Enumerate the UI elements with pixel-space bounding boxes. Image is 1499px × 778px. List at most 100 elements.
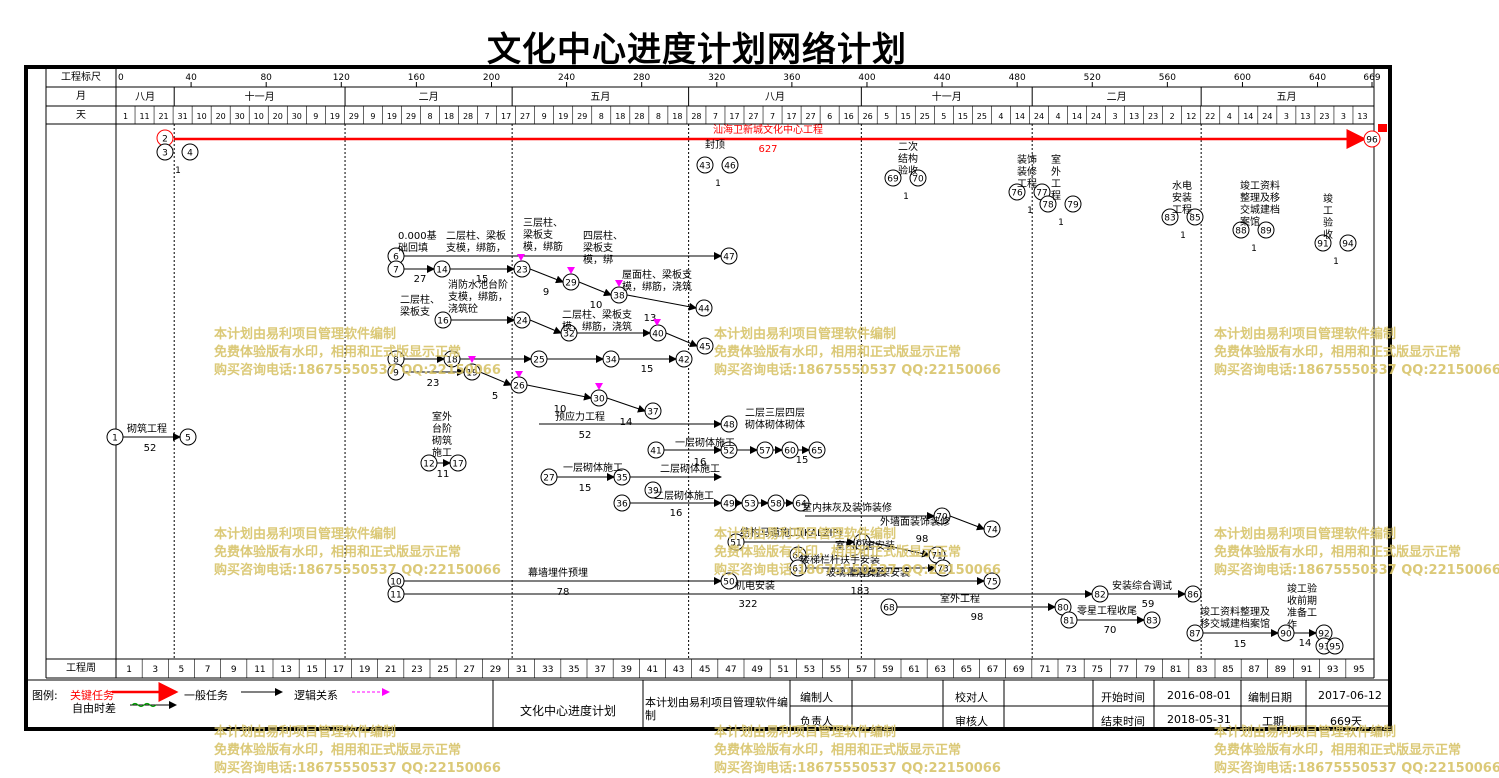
task-label: 一层砌体施工 [563, 461, 623, 474]
task-label: 机电安装 [735, 579, 775, 592]
event-node-number: 93 [1318, 643, 1329, 653]
week-label: 65 [961, 665, 972, 675]
checker-label: 校对人 [955, 691, 988, 704]
week-label: 49 [751, 665, 763, 675]
month-label: 十一月 [932, 90, 962, 103]
week-label: 93 [1327, 665, 1338, 675]
event-node-number: 39 [647, 487, 659, 497]
task-label: 础回填 [398, 241, 428, 254]
event-node [884, 169, 902, 187]
event-node-number: 87 [1189, 630, 1200, 640]
week-label: 25 [437, 665, 448, 675]
event-node-number: 25 [533, 356, 544, 366]
task-label: 二层砌体施工 [660, 462, 720, 475]
critical-end-marker [1378, 124, 1387, 132]
week-label: 3 [152, 665, 158, 675]
week-label: 19 [359, 665, 371, 675]
event-node-number: 77 [1036, 189, 1047, 199]
day-label: 25 [920, 112, 930, 121]
scale-tick-label: 480 [1009, 73, 1026, 83]
event-node-number: 78 [1042, 201, 1054, 211]
event-node-number: 40 [652, 330, 664, 340]
task-arrow [529, 319, 562, 334]
day-label: 10 [254, 112, 264, 121]
task-label: 模，绑筋，浇筑 [562, 320, 632, 333]
event-node-number: 85 [1189, 214, 1200, 224]
task-label: 砌筑工程 [127, 422, 167, 435]
event-node [1257, 221, 1275, 239]
task-duration: 14 [1299, 638, 1312, 649]
day-label: 3 [1284, 112, 1289, 121]
month-label: 二月 [419, 91, 439, 103]
event-node-number: 47 [723, 253, 734, 263]
task-label: 装修 [1017, 165, 1037, 178]
task-label: 交城建档 [1240, 203, 1280, 216]
event-node-number: 70 [912, 175, 924, 185]
start-time-label: 开始时间 [1101, 691, 1145, 704]
task-label: 结构 [898, 152, 918, 165]
day-label: 15 [958, 112, 968, 121]
event-node-number: 38 [613, 292, 625, 302]
week-label: 33 [542, 665, 553, 675]
task-label: 室外工程 [940, 592, 980, 605]
day-label: 11 [139, 112, 149, 121]
event-node [721, 156, 739, 174]
scale-tick-label: 520 [1084, 73, 1101, 83]
event-node [1039, 195, 1057, 213]
event-node-number: 27 [543, 474, 554, 484]
day-label: 26 [863, 112, 873, 121]
task-label: 楼梯栏杆扶手安装 [800, 553, 880, 566]
page-title: 文化中心进度计划网络计划 [487, 30, 907, 70]
event-node-number: 12 [423, 460, 434, 470]
week-label: 13 [280, 665, 291, 675]
day-label: 1 [123, 112, 128, 121]
week-label: 73 [1065, 665, 1076, 675]
task-label: 室内门窗安装 [835, 539, 895, 552]
event-node-number: 6 [393, 253, 399, 263]
day-label: 4 [998, 112, 1003, 121]
milestone-duration: 1 [1180, 231, 1186, 241]
start-time: 2016-08-01 [1167, 689, 1231, 702]
event-node-number: 14 [436, 266, 448, 276]
day-label: 8 [427, 112, 432, 121]
event-node [1064, 195, 1082, 213]
day-label: 17 [729, 112, 739, 121]
task-label: 程 [1051, 190, 1061, 202]
day-label: 25 [977, 112, 987, 121]
week-label: 1 [126, 665, 132, 675]
task-label: 预应力工程 [555, 410, 605, 423]
scale-tick-label: 669 [1363, 73, 1380, 83]
event-node-number: 42 [678, 356, 689, 366]
event-node-number: 4 [187, 149, 193, 159]
task-label: 竣 [1323, 192, 1333, 205]
milestone-duration: 1 [903, 192, 909, 202]
event-node-number: 9 [393, 369, 399, 379]
week-label: 63 [935, 665, 946, 675]
task-label: 竣工资料 [1240, 179, 1280, 192]
event-node-number: 70 [936, 513, 948, 523]
date-value: 2017-06-12 [1318, 689, 1382, 702]
event-node-number: 90 [1280, 630, 1292, 640]
task-duration: 52 [579, 430, 592, 441]
task-label: 竣工验 [1287, 582, 1317, 595]
task-label: 工程 [1017, 178, 1037, 190]
event-node-number: 52 [723, 447, 734, 457]
date-label: 编制日期 [1248, 691, 1292, 704]
task-duration: 52 [144, 443, 157, 454]
task-label: 台阶 [432, 422, 452, 435]
day-label: 3 [1113, 112, 1118, 121]
event-node-number: 53 [744, 500, 755, 510]
week-label: 41 [647, 665, 658, 675]
day-label: 30 [235, 112, 245, 121]
event-node-number: 36 [616, 500, 628, 510]
logic-marker [517, 254, 525, 261]
event-node-number: 64 [795, 500, 807, 510]
day-label: 9 [313, 112, 318, 121]
duration-value: 669天 [1330, 715, 1362, 728]
task-label: 支模，绑筋， [448, 290, 508, 303]
day-label: 5 [884, 112, 889, 121]
day-label: 7 [770, 112, 775, 121]
task-duration: 15 [641, 364, 654, 375]
event-node-number: 65 [811, 447, 822, 457]
